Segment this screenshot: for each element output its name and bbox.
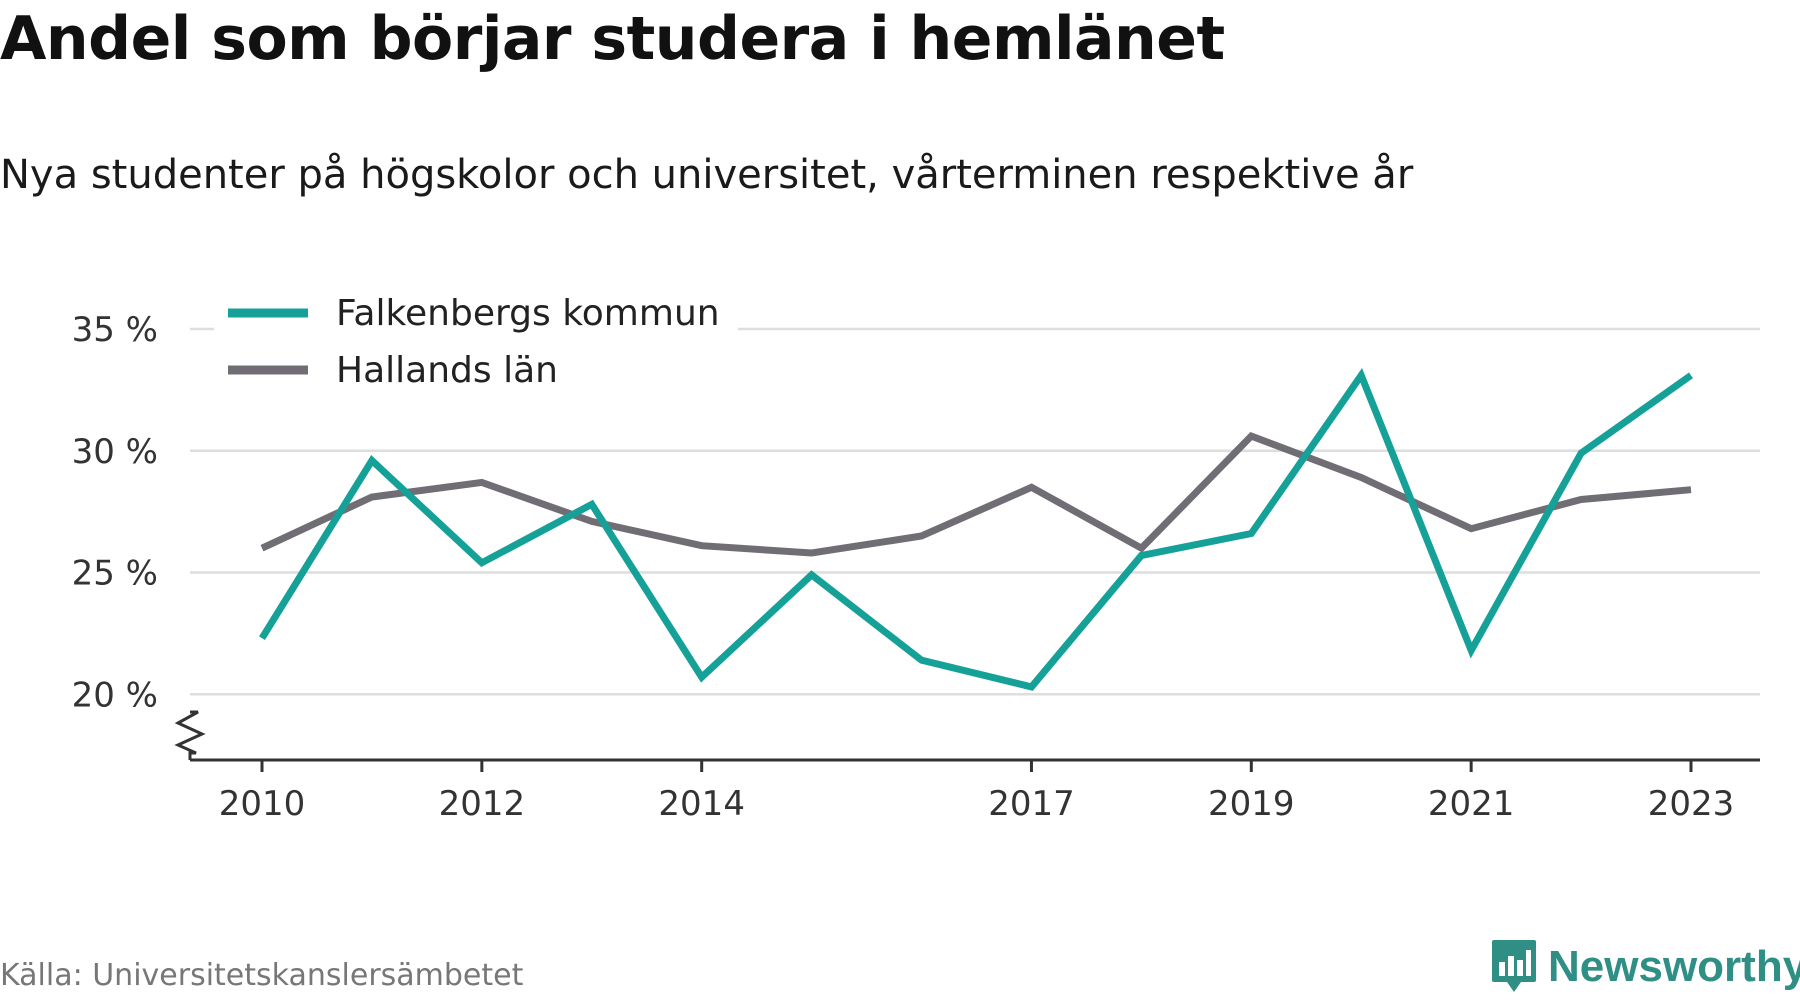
y-tick-label: 30 % [72,432,158,472]
legend-label: Hallands län [336,350,558,391]
x-tick-label: 2023 [1648,784,1735,824]
x-tick-label: 2010 [219,784,306,824]
brand-logo: Newsworthy [1490,938,1800,996]
series-line-hallands-län [260,432,1692,557]
chart-title: Andel som börjar studera i hemlänet [0,4,1225,74]
legend-label: Falkenbergs kommun [336,293,720,334]
chart-subtitle: Nya studenter på högskolor och universit… [0,152,1414,198]
series-line-falkenbergs-kommun [259,367,1694,691]
newsworthy-bar-chart-logo-icon [1492,940,1536,992]
brand-name: Newsworthy [1548,942,1800,991]
x-tick-label: 2014 [658,784,745,824]
y-axis-break-icon [174,710,206,760]
x-tick-label: 2019 [1208,784,1295,824]
y-tick-label: 20 % [72,675,158,715]
x-tick-label: 2017 [988,784,1075,824]
y-tick-label: 25 % [72,554,158,594]
source-note: Källa: Universitetskanslersämbetet [0,958,524,993]
legend-box [214,285,738,397]
x-tick-label: 2021 [1428,784,1515,824]
x-tick-label: 2012 [439,784,526,824]
y-tick-label: 35 % [72,310,158,350]
